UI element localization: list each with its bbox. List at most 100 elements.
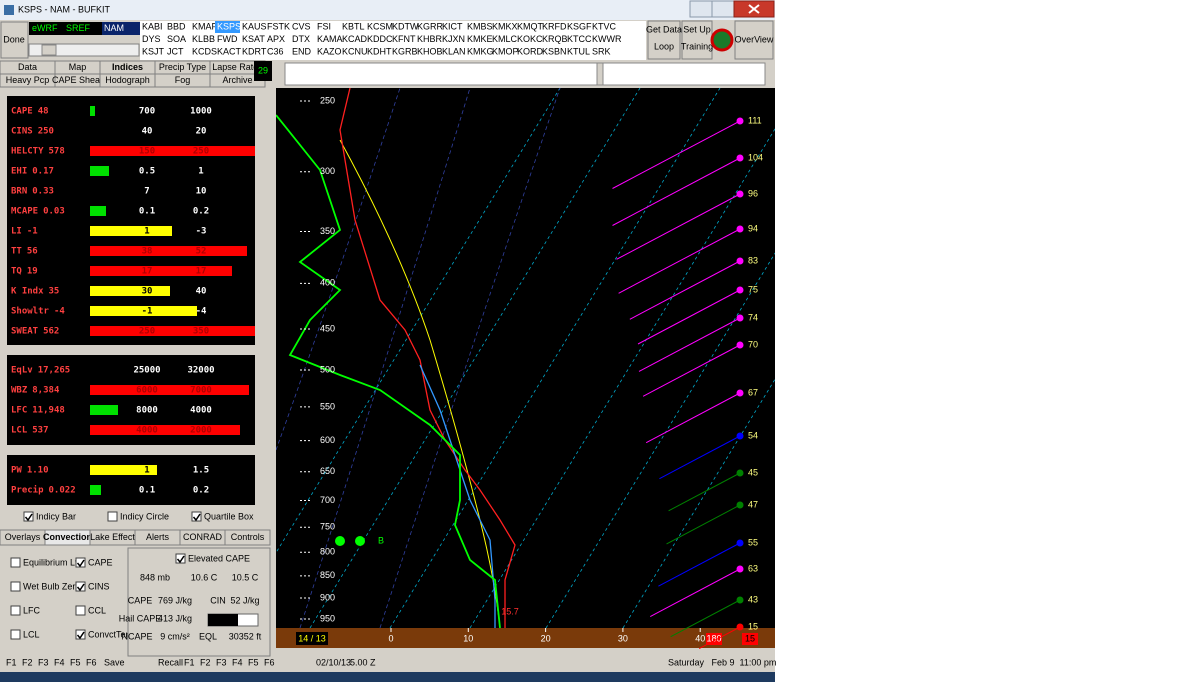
toolbar-button[interactable]: [734, 20, 774, 60]
function-key[interactable]: F4: [232, 657, 243, 667]
station[interactable]: KRFD: [542, 21, 567, 31]
station[interactable]: DYS: [142, 34, 161, 44]
done-button[interactable]: [0, 21, 29, 59]
station[interactable]: BBD: [167, 21, 186, 31]
station[interactable]: KSJT: [142, 46, 165, 56]
function-key[interactable]: F1: [184, 657, 195, 667]
index-label: EHI: [11, 167, 27, 177]
station[interactable]: KCAD: [342, 34, 368, 44]
station[interactable]: SRK: [592, 46, 611, 56]
station[interactable]: CVS: [292, 21, 311, 31]
function-key[interactable]: F6: [86, 657, 97, 667]
bottom-tab[interactable]: [224, 529, 271, 546]
checkbox[interactable]: [75, 629, 86, 640]
index-threshold: 150: [139, 147, 155, 157]
station[interactable]: KCDS: [192, 46, 217, 56]
maximize[interactable]: [711, 0, 735, 18]
station[interactable]: KAUS: [242, 21, 267, 31]
station[interactable]: KMLC: [492, 34, 518, 44]
station[interactable]: KHOB: [417, 46, 443, 56]
function-key[interactable]: F5: [248, 657, 259, 667]
station[interactable]: KSAT: [242, 34, 265, 44]
station[interactable]: KLAN: [442, 46, 466, 56]
station[interactable]: KAMA: [317, 34, 343, 44]
station[interactable]: KMKE: [467, 34, 493, 44]
station[interactable]: KFNT: [392, 34, 416, 44]
station[interactable]: KDRT: [242, 46, 267, 56]
station[interactable]: KICT: [442, 21, 463, 31]
station[interactable]: KMKX: [492, 21, 518, 31]
station[interactable]: DTX: [292, 34, 310, 44]
station[interactable]: KACT: [217, 46, 242, 56]
station[interactable]: KAZO: [317, 46, 342, 56]
convection-option: CINS: [88, 581, 110, 591]
checkbox[interactable]: [191, 511, 202, 522]
toolbar-button[interactable]: [647, 20, 681, 60]
station[interactable]: FSTK: [267, 21, 290, 31]
function-key[interactable]: F4: [54, 657, 65, 667]
station[interactable]: KRQB: [542, 34, 568, 44]
station[interactable]: KMAF: [192, 21, 218, 31]
station[interactable]: FSI: [317, 21, 331, 31]
station[interactable]: KDTW: [392, 21, 419, 31]
station[interactable]: KDHT: [367, 46, 392, 56]
index-label: EqLv: [11, 366, 33, 376]
station[interactable]: KTUL: [567, 46, 590, 56]
station[interactable]: KSGF: [567, 21, 592, 31]
station[interactable]: KOKC: [517, 34, 543, 44]
checkbox[interactable]: [23, 511, 34, 522]
station[interactable]: KMKG: [467, 46, 494, 56]
model-option[interactable]: SREF: [66, 23, 91, 33]
station[interactable]: SOA: [167, 34, 186, 44]
toolbar-button[interactable]: [681, 20, 713, 60]
function-key[interactable]: F1: [6, 657, 17, 667]
station[interactable]: APX: [267, 34, 285, 44]
station[interactable]: FWD: [217, 34, 238, 44]
station[interactable]: KMOP: [492, 46, 519, 56]
function-key[interactable]: F3: [216, 657, 227, 667]
checkbox[interactable]: [107, 511, 118, 522]
station[interactable]: END: [292, 46, 312, 56]
station[interactable]: KCNU: [342, 46, 368, 56]
function-key[interactable]: F5: [70, 657, 81, 667]
station[interactable]: KSPS: [217, 21, 241, 31]
function-key[interactable]: F6: [264, 657, 275, 667]
station[interactable]: KLBB: [192, 34, 215, 44]
checkbox[interactable]: [10, 557, 21, 568]
station[interactable]: KMQT: [517, 21, 544, 31]
function-key[interactable]: F2: [200, 657, 211, 667]
station[interactable]: KGRR: [417, 21, 444, 31]
minimize[interactable]: [689, 0, 713, 18]
function-key[interactable]: Save: [104, 657, 125, 667]
checkbox[interactable]: [75, 605, 86, 616]
station[interactable]: KHBR: [417, 34, 443, 44]
station[interactable]: KJXN: [442, 34, 465, 44]
pressure-label: 700: [320, 495, 335, 505]
station[interactable]: JCT: [167, 46, 184, 56]
station[interactable]: KBTL: [342, 21, 365, 31]
checkbox[interactable]: [75, 557, 86, 568]
checkbox[interactable]: [10, 581, 21, 592]
checkbox[interactable]: [75, 581, 86, 592]
function-key[interactable]: F2: [22, 657, 33, 667]
function-key[interactable]: F3: [38, 657, 49, 667]
station[interactable]: KSBN: [542, 46, 567, 56]
checkbox[interactable]: [175, 553, 186, 564]
station[interactable]: C36: [267, 46, 284, 56]
checkbox[interactable]: [10, 605, 21, 616]
station[interactable]: KTCC: [567, 34, 592, 44]
station[interactable]: KTVC: [592, 21, 617, 31]
station[interactable]: KABI: [142, 21, 163, 31]
station[interactable]: KCSM: [367, 21, 393, 31]
index-bar: [90, 246, 247, 256]
model-option[interactable]: NAM: [104, 23, 124, 33]
checkbox[interactable]: [10, 629, 21, 640]
station[interactable]: KGRB: [392, 46, 418, 56]
station[interactable]: KMBS: [467, 21, 493, 31]
station[interactable]: KDDC: [367, 34, 393, 44]
time-thumb[interactable]: [596, 62, 604, 86]
model-option[interactable]: eWRF: [32, 23, 58, 33]
station[interactable]: KWWR: [592, 34, 622, 44]
station[interactable]: KORD: [517, 46, 544, 56]
function-key[interactable]: Recall: [158, 657, 183, 667]
